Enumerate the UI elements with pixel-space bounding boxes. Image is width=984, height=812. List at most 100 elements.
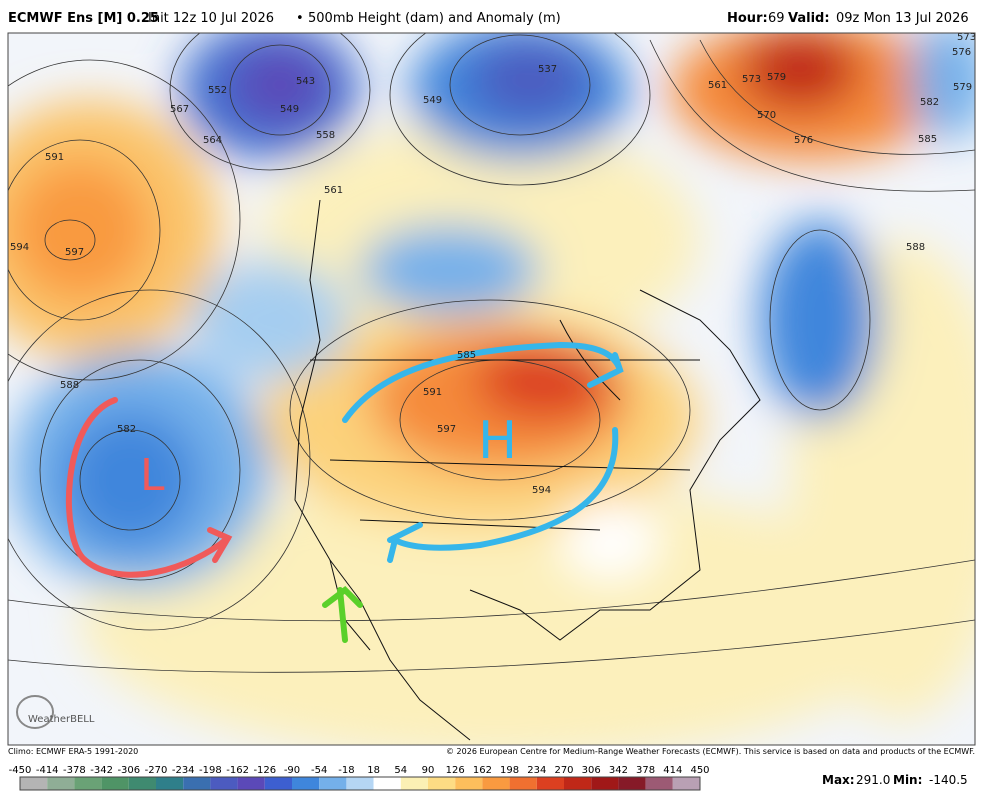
low-label: L [140, 450, 165, 501]
contour-label: 585 [457, 350, 476, 361]
colorbar-label: -18 [338, 765, 354, 776]
color-swatch [156, 777, 184, 790]
color-swatch [47, 777, 75, 790]
max-label: Max: [822, 773, 855, 787]
colorbar-label: 126 [446, 765, 465, 776]
contour-label: 552 [208, 85, 227, 96]
contour-label: 573 [742, 74, 761, 85]
colorbar-label: -234 [172, 765, 195, 776]
colorbar-label: 54 [394, 765, 407, 776]
color-swatch [428, 777, 456, 790]
color-swatch [400, 777, 428, 790]
colorbar-label: 270 [554, 765, 573, 776]
colorbar-label: 234 [527, 765, 546, 776]
contour-label: 588 [906, 242, 925, 253]
color-swatch [183, 777, 211, 790]
copyright: © 2026 European Centre for Medium-Range … [446, 747, 975, 756]
color-swatch [101, 777, 129, 790]
color-swatch [373, 777, 401, 790]
color-swatch [455, 777, 483, 790]
colorbar-label: -342 [90, 765, 113, 776]
contour-label: 561 [324, 185, 343, 196]
contour-label: 579 [767, 72, 786, 83]
contour-label: 567 [170, 104, 189, 115]
color-swatch [264, 777, 292, 790]
contour-label: 549 [423, 95, 442, 106]
colorbar-label: 18 [367, 765, 380, 776]
colorbar-label: 306 [582, 765, 601, 776]
contour-label: 543 [296, 76, 315, 87]
contour-label: 591 [45, 152, 64, 163]
logo: WeatherBELL [28, 714, 95, 725]
climo: Climo: ECMWF ERA-5 1991-2020 [8, 747, 138, 756]
color-swatch [74, 777, 102, 790]
contour-label: 591 [423, 387, 442, 398]
colorbar-label: -198 [199, 765, 222, 776]
contour-label: 597 [437, 424, 456, 435]
color-swatch [237, 777, 265, 790]
color-swatch [564, 777, 592, 790]
colorbar-label: 342 [609, 765, 628, 776]
contour-label: 576 [794, 135, 813, 146]
contour-label: 588 [60, 380, 79, 391]
colorbar-label: -414 [36, 765, 59, 776]
color-swatch [645, 777, 673, 790]
colorbar-label: -270 [145, 765, 168, 776]
hour: 69 [768, 11, 785, 26]
colorbar-label: 198 [500, 765, 519, 776]
colorbar-label: -54 [311, 765, 327, 776]
min-label: Min: [893, 773, 922, 787]
colorbar-label: 414 [663, 765, 682, 776]
contour-label: 573 [957, 32, 976, 43]
color-swatch [482, 777, 510, 790]
contour-labels: 591 597 594 588 582 567 564 552 549 558 561 585 591 5… [10, 32, 976, 496]
color-swatch [210, 777, 238, 790]
contour-label: 594 [10, 242, 29, 253]
color-swatch [346, 777, 374, 790]
color-swatch [128, 777, 156, 790]
contour-label: 558 [316, 130, 335, 141]
colorbar-label: 162 [473, 765, 492, 776]
color-swatch [536, 777, 564, 790]
valid-label: Valid: [788, 11, 830, 26]
hour-label: Hour: [727, 11, 768, 26]
colorbar-label: -126 [253, 765, 276, 776]
valid: 09z Mon 13 Jul 2026 [836, 11, 969, 26]
init: Init 12z 10 Jul 2026 [148, 11, 274, 26]
contour-label: 594 [532, 485, 551, 496]
max: 291.0 [856, 773, 890, 787]
color-swatch [618, 777, 646, 790]
color-swatch [591, 777, 619, 790]
map-frame [7, 32, 976, 746]
colorbar-label: -162 [226, 765, 249, 776]
contour-label: 561 [708, 80, 727, 91]
color-swatch [20, 777, 48, 790]
contour-label: 570 [757, 110, 776, 121]
colorbar-label: 378 [636, 765, 655, 776]
colorbar-label: 90 [422, 765, 435, 776]
model: ECMWF Ens [M] 0.25 [8, 11, 159, 26]
colorbar-label: -450 [9, 765, 32, 776]
contour-label: 597 [65, 247, 84, 258]
contour-label: 564 [203, 135, 222, 146]
contour-label: 582 [920, 97, 939, 108]
contour-label: 582 [117, 424, 136, 435]
min: -140.5 [929, 773, 968, 787]
product: 500mb Height (dam) and Anomaly (m) [308, 11, 561, 26]
color-swatch [509, 777, 537, 790]
colorbar: -450 -414 -378 -342 -306 -270 -234 -198 -162 -126… [9, 765, 710, 791]
contour-label: 585 [918, 134, 937, 145]
high-label: H [478, 411, 517, 471]
colorbar-label: -306 [117, 765, 140, 776]
colorbar-label: -90 [284, 765, 300, 776]
contour-label: 576 [952, 47, 971, 58]
bullet: • [296, 11, 304, 26]
colorbar-label: 450 [690, 765, 709, 776]
colorbar-frame [19, 776, 701, 791]
map: L H 591 597 594 588 582 567 564 552 549 558 561 585… [8, 32, 976, 745]
contour-label: 549 [280, 104, 299, 115]
colorbar-label: -378 [63, 765, 86, 776]
color-swatch [672, 777, 700, 790]
color-swatch [319, 777, 347, 790]
contour-label: 579 [953, 82, 972, 93]
